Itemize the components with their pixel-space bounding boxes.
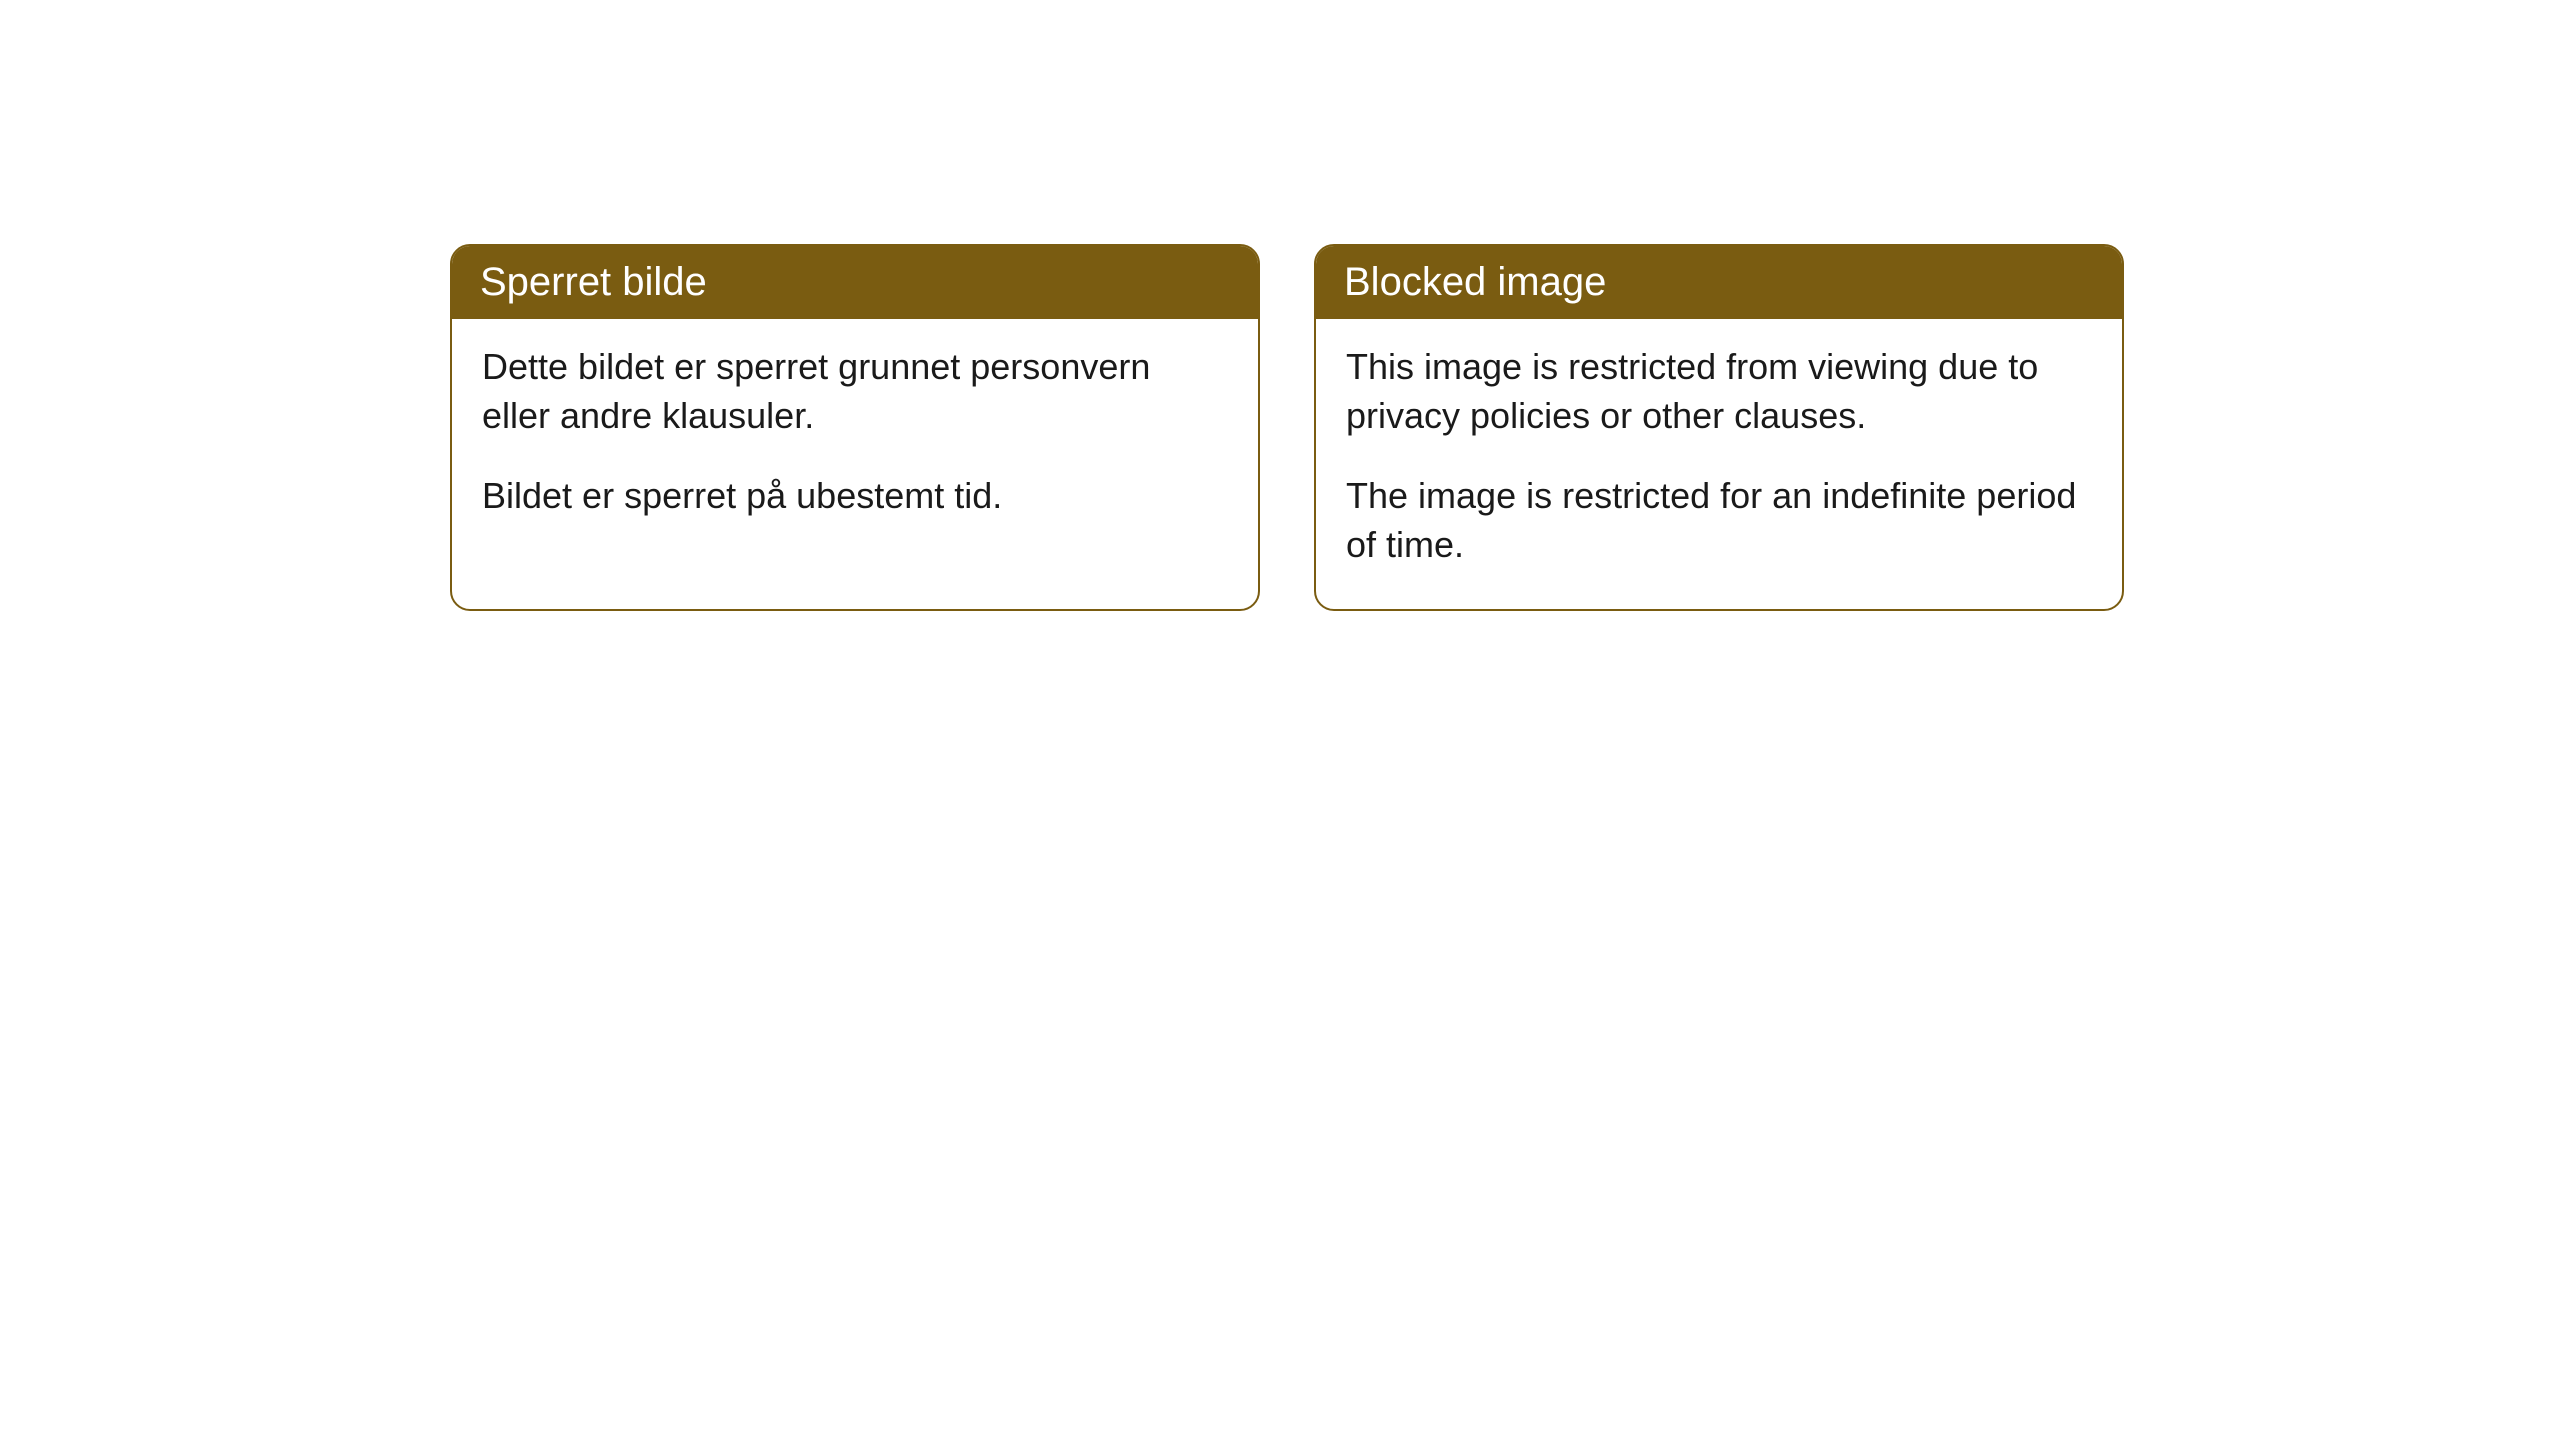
card-paragraph: Bildet er sperret på ubestemt tid. [482, 472, 1228, 521]
card-paragraph: The image is restricted for an indefinit… [1346, 472, 2092, 569]
card-paragraph: This image is restricted from viewing du… [1346, 343, 2092, 440]
card-body: Dette bildet er sperret grunnet personve… [452, 319, 1258, 561]
card-header: Blocked image [1316, 246, 2122, 319]
card-title: Sperret bilde [480, 260, 707, 304]
card-body: This image is restricted from viewing du… [1316, 319, 2122, 609]
cards-container: Sperret bilde Dette bildet er sperret gr… [450, 244, 2124, 611]
blocked-image-card-english: Blocked image This image is restricted f… [1314, 244, 2124, 611]
card-header: Sperret bilde [452, 246, 1258, 319]
card-title: Blocked image [1344, 260, 1606, 304]
card-paragraph: Dette bildet er sperret grunnet personve… [482, 343, 1228, 440]
blocked-image-card-norwegian: Sperret bilde Dette bildet er sperret gr… [450, 244, 1260, 611]
